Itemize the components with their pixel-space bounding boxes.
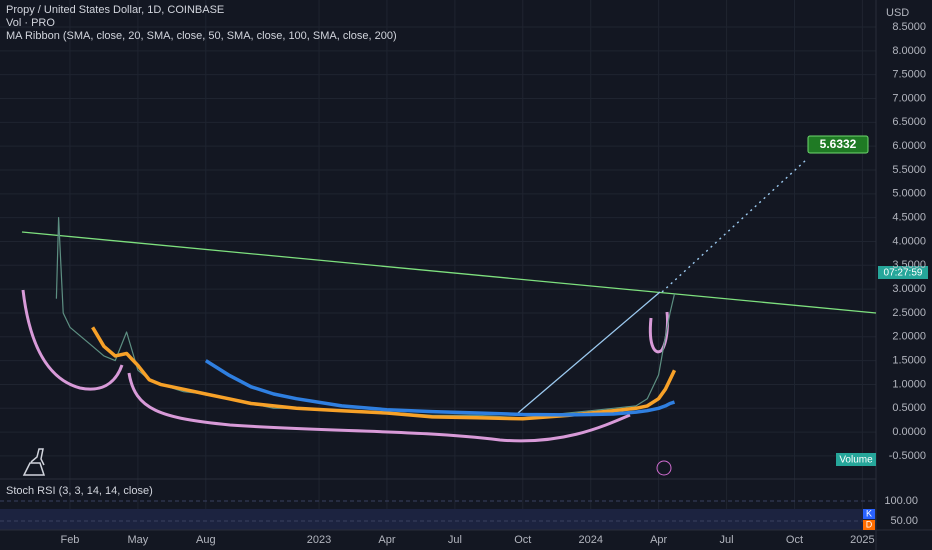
trend-line <box>21 231 877 314</box>
stoch-tick-label: 100.00 <box>884 495 918 507</box>
d-label: D <box>866 519 873 529</box>
x-tick-label: May <box>127 534 148 546</box>
target-box <box>807 135 869 154</box>
y-tick-label: 2.0000 <box>892 331 926 343</box>
x-tick-label: 2024 <box>578 534 602 546</box>
volume-legend: Vol · PRO <box>6 17 55 29</box>
y-tick-label: 2.5000 <box>892 307 926 319</box>
y-tick-label: 5.5000 <box>892 164 926 176</box>
y-tick-label: 7.0000 <box>892 92 926 104</box>
volume-label: Volume <box>839 455 873 466</box>
d-box <box>863 520 875 530</box>
y-tick-label: 1.0000 <box>892 378 926 390</box>
y-tick-label: 6.5000 <box>892 116 926 128</box>
x-tick-label: Jul <box>720 534 734 546</box>
lightning-icon[interactable] <box>656 460 672 476</box>
x-tick-label: Aug <box>196 534 216 546</box>
x-tick-label: Jul <box>448 534 462 546</box>
countdown: 07:27:59 <box>884 268 923 279</box>
currency-label: USD <box>886 7 909 19</box>
target-label: 5.6332 <box>820 137 857 151</box>
k-label: K <box>866 508 872 518</box>
y-tick-label: 6.0000 <box>892 140 926 152</box>
logo[interactable] <box>22 448 46 476</box>
price-line <box>204 359 676 417</box>
y-tick-label: 0.0000 <box>892 426 926 438</box>
grid <box>0 0 876 530</box>
ma-legend: MA Ribbon (SMA, close, 20, SMA, close, 5… <box>6 30 397 42</box>
price-line <box>91 326 677 421</box>
y-tick-label: 4.5000 <box>892 212 926 224</box>
y-tick-label: 1.5000 <box>892 355 926 367</box>
stoch-tick-label: 50.00 <box>890 515 918 527</box>
drawn-curve <box>21 289 124 391</box>
y-tick-label: 3.0000 <box>892 283 926 295</box>
y-tick-label: 8.5000 <box>892 21 926 33</box>
stoch-band <box>0 509 876 530</box>
y-tick-label: -0.5000 <box>889 450 926 462</box>
drawn-line <box>517 291 661 414</box>
y-tick-label: 0.5000 <box>892 402 926 414</box>
x-tick-label: Apr <box>378 534 395 546</box>
drawn-curve <box>648 311 669 354</box>
y-tick-label: 5.0000 <box>892 188 926 200</box>
symbol-title: Propy / United States Dollar, 1D, COINBA… <box>6 4 224 16</box>
x-tick-label: Oct <box>786 534 803 546</box>
y-tick-label: 4.0000 <box>892 235 926 247</box>
y-tick-label: 7.5000 <box>892 69 926 81</box>
k-box <box>863 509 875 519</box>
drawn-curve <box>127 372 631 443</box>
x-tick-label: Apr <box>650 534 667 546</box>
volume-box <box>836 453 876 466</box>
countdown-box <box>878 266 928 279</box>
x-tick-label: 2023 <box>307 534 331 546</box>
stoch-legend: Stoch RSI (3, 3, 14, 14, close) <box>6 485 153 497</box>
y-tick-label: 8.0000 <box>892 45 926 57</box>
plot-area <box>55 217 677 421</box>
x-tick-label: Oct <box>514 534 531 546</box>
x-tick-label: Feb <box>60 534 79 546</box>
projection-line <box>661 159 807 293</box>
y-tick-label: 3.5000 <box>892 259 926 271</box>
x-tick-label: 2025 <box>850 534 874 546</box>
